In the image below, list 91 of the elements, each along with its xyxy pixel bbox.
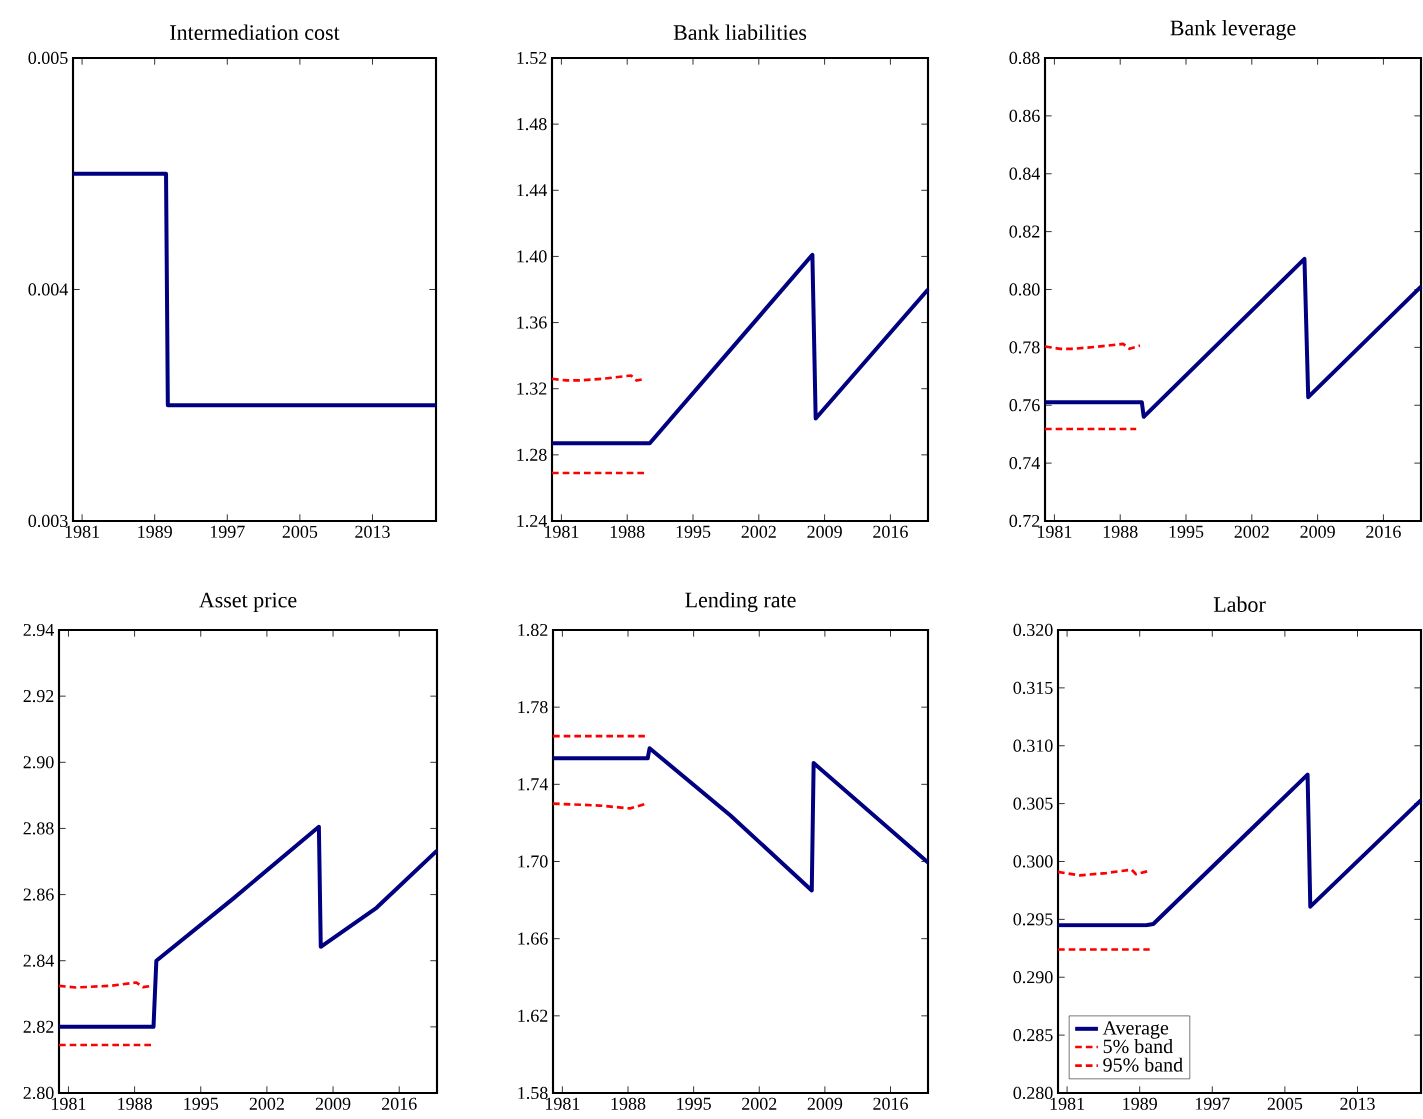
y-tick-label: 2.90 bbox=[23, 756, 54, 769]
x-tick-label: 2009 bbox=[807, 525, 842, 538]
x-tick-label: 2002 bbox=[249, 1097, 284, 1110]
legend-label: Average bbox=[1102, 1021, 1169, 1039]
y-tick-label: 1.82 bbox=[518, 623, 548, 637]
y-tick-label: 2.92 bbox=[23, 690, 54, 703]
y-tick-label: 0.285 bbox=[1013, 1029, 1053, 1042]
y-tick-label: 1.74 bbox=[518, 778, 549, 791]
y-tick-label: 0.84 bbox=[1009, 167, 1041, 180]
x-tick-label: 2013 bbox=[355, 525, 390, 538]
x-tick-label: 1988 bbox=[1103, 525, 1138, 538]
x-tick-label: 1988 bbox=[118, 1097, 152, 1110]
y-tick-label: 1.70 bbox=[518, 855, 548, 868]
y-tick-label: 1.28 bbox=[517, 448, 547, 461]
x-tick-label: 2016 bbox=[873, 1097, 908, 1110]
y-tick-label: 1.48 bbox=[517, 118, 547, 131]
y-tick-label: 0.004 bbox=[28, 283, 69, 296]
chart-title: Lending rate bbox=[685, 591, 796, 612]
y-tick-label: 0.82 bbox=[1009, 225, 1040, 238]
x-tick-label: 2016 bbox=[1366, 525, 1401, 538]
x-tick-label: 2013 bbox=[1340, 1097, 1375, 1110]
y-tick-label: 1.40 bbox=[517, 250, 547, 263]
chart-title: Asset price bbox=[199, 592, 297, 612]
line-series bbox=[1043, 256, 1423, 419]
x-tick-label: 1997 bbox=[210, 525, 245, 538]
y-tick-label: 0.72 bbox=[1009, 514, 1040, 528]
x-tick-label: 1995 bbox=[676, 525, 711, 538]
y-tick-label: 2.84 bbox=[23, 954, 55, 967]
y-tick-label: 0.74 bbox=[1009, 457, 1041, 470]
x-tick-label: 1995 bbox=[184, 1097, 219, 1110]
x-tick-label: 2016 bbox=[873, 525, 908, 538]
y-tick-label: 0.310 bbox=[1013, 739, 1053, 752]
y-tick-label: 0.003 bbox=[28, 514, 68, 528]
x-tick-label: 2016 bbox=[382, 1097, 417, 1110]
y-tick-label: 1.36 bbox=[517, 316, 547, 329]
y-tick-label: 1.32 bbox=[517, 382, 547, 395]
y-tick-label: 0.86 bbox=[1009, 109, 1040, 122]
x-tick-label: 1981 bbox=[52, 1097, 86, 1110]
x-tick-label: 1988 bbox=[611, 1097, 646, 1110]
x-tick-label: 1981 bbox=[1050, 1097, 1085, 1110]
x-tick-label: 1995 bbox=[677, 1097, 711, 1110]
chart-title: Intermediation cost bbox=[170, 24, 340, 40]
y-tick-label: 0.290 bbox=[1013, 971, 1053, 984]
y-tick-label: 2.94 bbox=[23, 623, 55, 637]
y-tick-label: 0.280 bbox=[1013, 1086, 1053, 1100]
y-tick-label: 0.305 bbox=[1013, 797, 1053, 810]
chart-title: Bank leverage bbox=[1170, 19, 1296, 40]
y-tick-label: 0.295 bbox=[1013, 913, 1053, 926]
y-tick-label: 1.66 bbox=[518, 932, 548, 945]
y-tick-label: 0.300 bbox=[1013, 855, 1053, 868]
y-tick-label: 0.88 bbox=[1009, 51, 1040, 65]
x-tick-label: 2005 bbox=[282, 525, 318, 538]
x-tick-label: 2009 bbox=[1300, 525, 1335, 538]
legend-label: 95% band bbox=[1103, 1057, 1183, 1072]
y-tick-label: 2.86 bbox=[23, 888, 54, 901]
y-tick-label: 1.58 bbox=[518, 1086, 548, 1100]
y-tick-label: 1.44 bbox=[517, 184, 548, 197]
y-tick-label: 2.88 bbox=[23, 822, 54, 835]
x-tick-label: 2002 bbox=[1234, 525, 1269, 538]
y-tick-label: 1.52 bbox=[517, 51, 547, 65]
x-tick-label: 1988 bbox=[610, 525, 645, 538]
chart-title: Bank liabilities bbox=[673, 24, 807, 40]
y-tick-label: 0.315 bbox=[1013, 681, 1053, 694]
x-tick-label: 1981 bbox=[545, 1097, 580, 1110]
x-tick-label: 1997 bbox=[1195, 1097, 1230, 1110]
y-tick-label: 0.80 bbox=[1009, 283, 1040, 296]
y-tick-label: 1.62 bbox=[518, 1009, 548, 1022]
line-series bbox=[57, 824, 440, 1029]
y-tick-label: 0.320 bbox=[1013, 623, 1053, 637]
y-tick-label: 2.80 bbox=[23, 1086, 54, 1100]
x-tick-label: 1989 bbox=[138, 525, 172, 538]
x-tick-label: 1995 bbox=[1169, 525, 1204, 538]
y-tick-label: 0.76 bbox=[1009, 399, 1040, 412]
y-tick-label: 1.78 bbox=[518, 701, 548, 714]
y-tick-label: 0.78 bbox=[1009, 341, 1040, 354]
line-series bbox=[551, 746, 931, 893]
legend-label: 5% band bbox=[1103, 1039, 1173, 1054]
x-tick-label: 2002 bbox=[742, 1097, 777, 1110]
x-tick-label: 1981 bbox=[545, 525, 579, 538]
chart-title: Labor bbox=[1213, 596, 1266, 612]
x-tick-label: 2009 bbox=[315, 1097, 351, 1110]
x-tick-label: 2009 bbox=[807, 1097, 843, 1110]
line-series bbox=[1056, 772, 1423, 928]
x-tick-label: 1989 bbox=[1123, 1097, 1157, 1110]
y-tick-label: 2.82 bbox=[23, 1020, 54, 1033]
line-series bbox=[550, 252, 930, 446]
x-tick-label: 1981 bbox=[65, 525, 100, 538]
y-tick-label: 0.005 bbox=[28, 51, 68, 65]
x-tick-label: 1981 bbox=[1038, 525, 1072, 538]
x-tick-label: 2002 bbox=[741, 525, 776, 538]
x-tick-label: 2005 bbox=[1267, 1097, 1303, 1110]
